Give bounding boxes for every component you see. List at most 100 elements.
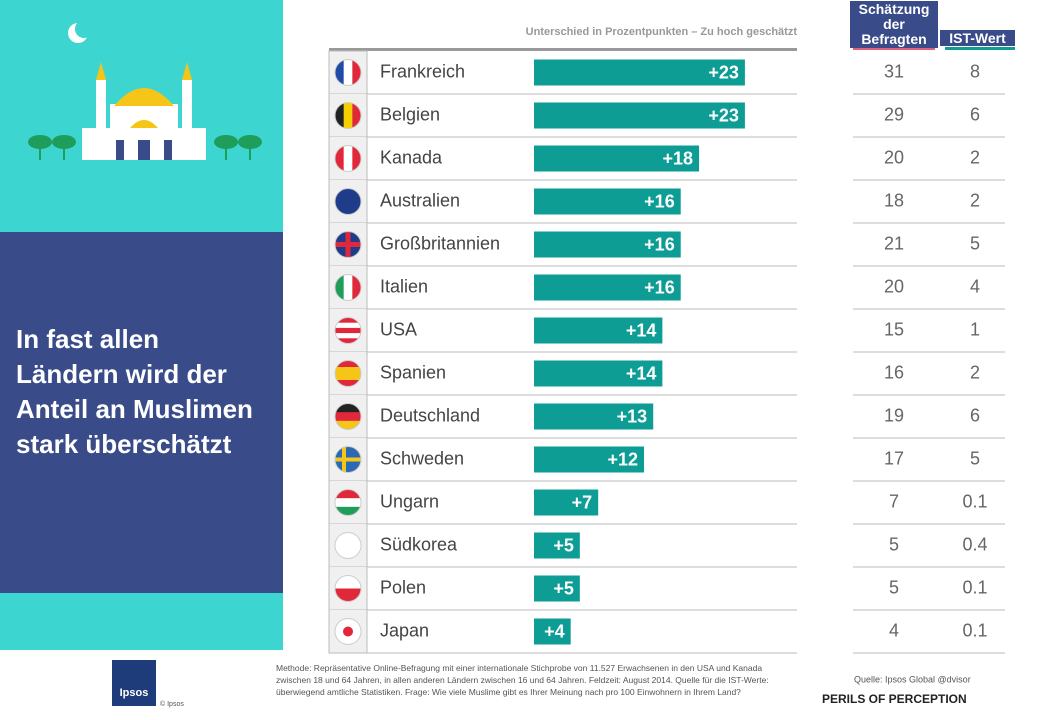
- bar: [534, 231, 681, 258]
- estimate-value: 29: [884, 104, 904, 124]
- value-label: +16: [644, 191, 675, 211]
- actual-value: 2: [970, 190, 980, 210]
- flag-cross: [335, 242, 361, 247]
- flag-stripe: [343, 59, 353, 86]
- flag-fill: [335, 145, 361, 172]
- flag: [334, 618, 362, 645]
- value-label: +14: [626, 320, 657, 340]
- flag-stripe: [352, 59, 361, 86]
- bar: [534, 145, 700, 172]
- value-label: +14: [626, 363, 657, 383]
- flag-stripe: [343, 145, 353, 172]
- flag-stripe: [335, 380, 361, 387]
- flag-ring: [334, 446, 362, 473]
- flag-cross: [335, 457, 361, 462]
- source: Quelle: Ipsos Global @dvisor: [854, 674, 971, 684]
- flag-ring: [334, 618, 362, 645]
- bar: [534, 274, 681, 301]
- flag: [334, 446, 362, 473]
- flag-ring: [334, 145, 362, 172]
- actual-value: 0.1: [962, 620, 987, 640]
- category-label: Schweden: [380, 448, 464, 468]
- flag: [334, 575, 362, 602]
- flag-stripe: [335, 367, 361, 374]
- flag-stripe: [352, 274, 361, 301]
- flag-ring: [334, 59, 362, 86]
- actual-value: 0.1: [962, 491, 987, 511]
- bar: [534, 360, 663, 387]
- estimate-value: 17: [884, 448, 904, 468]
- flag-fill: [335, 317, 361, 344]
- estimate-value: 5: [889, 577, 899, 597]
- flag: [334, 360, 362, 387]
- category-label: Kanada: [380, 147, 443, 167]
- estimate-value: 18: [884, 190, 904, 210]
- flag: [334, 403, 362, 430]
- flag-stripe: [343, 102, 353, 129]
- copyright: © Ipsos: [160, 700, 184, 708]
- actual-value: 6: [970, 405, 980, 425]
- value-label: +16: [644, 234, 675, 254]
- actual-value: 0.1: [962, 577, 987, 597]
- mosque-illustration: [28, 20, 262, 160]
- flag-fill: [335, 532, 361, 559]
- actual-value: 8: [970, 61, 980, 81]
- value-label: +18: [663, 148, 694, 168]
- bar: [534, 317, 663, 344]
- flag: [334, 145, 362, 172]
- flag-fill: [335, 403, 361, 430]
- logo: Ipsos: [120, 687, 149, 699]
- flag-fill: [335, 446, 361, 473]
- flag-stripe: [335, 322, 361, 329]
- category-label: Ungarn: [380, 491, 439, 511]
- flag-stripe: [335, 498, 361, 508]
- flag-ring: [334, 188, 362, 215]
- flag-fill: [335, 59, 361, 86]
- flag-ring: [334, 360, 362, 387]
- flag-stripe: [335, 145, 345, 172]
- category-label: Polen: [380, 577, 426, 597]
- flag-stripe: [335, 59, 345, 86]
- flag-ring: [334, 231, 362, 258]
- panel-bottom: [0, 593, 283, 650]
- flag-fill: [335, 360, 361, 387]
- flag-stripe: [335, 506, 361, 516]
- flag-ring: [334, 102, 362, 129]
- estimate-value: 21: [884, 233, 904, 253]
- flag-stripe: [335, 489, 361, 499]
- flag-stripe: [343, 274, 353, 301]
- category-label: Deutschland: [380, 405, 480, 425]
- estimate-value: 20: [884, 276, 904, 296]
- actual-value: 5: [970, 448, 980, 468]
- headline: In fast allen Ländern wird der Anteil an…: [16, 324, 253, 459]
- value-label: +23: [708, 105, 739, 125]
- flag-stripe: [335, 373, 361, 381]
- flag: [334, 532, 362, 559]
- flag-stripe: [335, 327, 361, 334]
- panel-mid: [0, 232, 283, 593]
- bar: [534, 59, 745, 86]
- method-note: Methode: Repräsentative Online-Befragung…: [276, 663, 769, 697]
- flag-column-border: [328, 50, 368, 654]
- flag-fill: [335, 274, 361, 301]
- flag-ring: [334, 317, 362, 344]
- category-label: Japan: [380, 620, 429, 640]
- bar: [534, 618, 571, 645]
- flag-stripe: [335, 333, 361, 339]
- bar: [534, 575, 580, 602]
- value-label: +16: [644, 277, 675, 297]
- column-header: IST-Wert: [940, 30, 1015, 46]
- bar: [534, 489, 599, 516]
- flag-fill: [335, 188, 361, 215]
- bar: [534, 403, 654, 430]
- flag-fill: [335, 102, 361, 129]
- actual-value: 2: [970, 362, 980, 382]
- actual-value: 6: [970, 104, 980, 124]
- flag-bg: [335, 532, 361, 559]
- value-label: +12: [607, 449, 638, 469]
- category-label: USA: [380, 319, 417, 339]
- flag-bg: [335, 188, 361, 215]
- flag-fill: [335, 618, 361, 645]
